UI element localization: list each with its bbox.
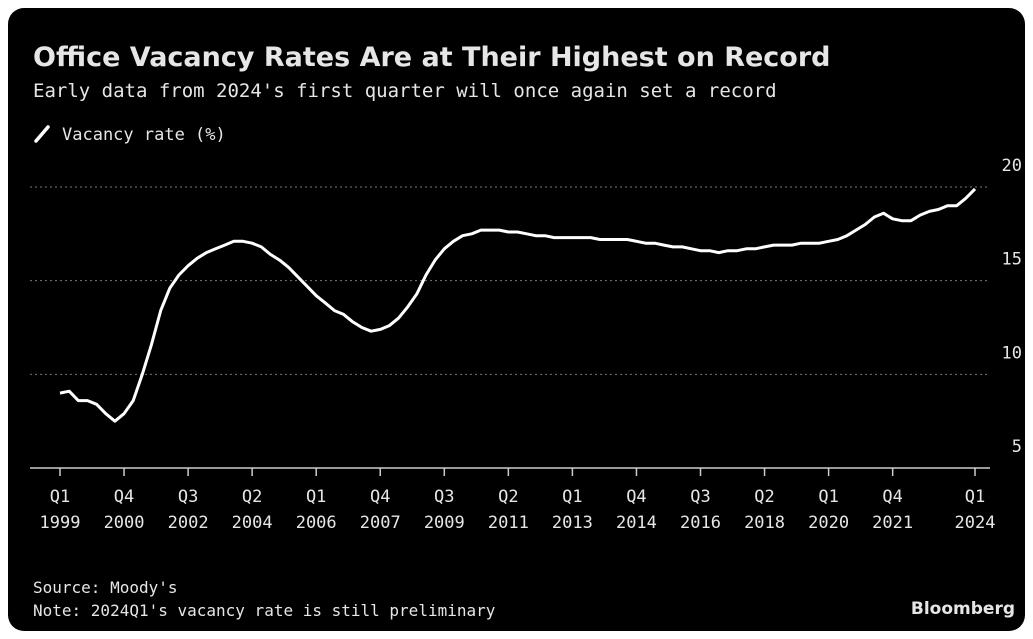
x-tick-label: Q4 2014 — [615, 487, 657, 533]
x-tick-label: Q1 2020 — [808, 487, 850, 533]
credit: Bloomberg — [911, 599, 1015, 619]
source: Source: Moody's — [33, 578, 178, 597]
data-line — [59, 187, 977, 423]
x-tick-label: Q1 2024 — [954, 487, 996, 533]
x-tick-label: Q1 2013 — [551, 487, 593, 533]
x-tick-label: Q4 2021 — [872, 487, 914, 533]
x-tick-label: Q4 2007 — [359, 487, 401, 533]
y-tick-label: 20 — [1002, 156, 1022, 176]
x-tick-label: Q1 1999 — [39, 487, 81, 533]
x-tick-label: Q3 2002 — [167, 487, 209, 533]
background — [8, 8, 1025, 631]
x-tick-label: Q2 2018 — [744, 487, 786, 533]
x-tick-label: Q4 2000 — [103, 487, 145, 533]
chart-subtitle: Early data from 2024's first quarter wil… — [33, 80, 777, 102]
x-tick-label: Q3 2009 — [423, 487, 465, 533]
x-tick-label: Q1 2006 — [295, 487, 337, 533]
x-tick-label: Q2 2004 — [231, 487, 273, 533]
x-tick-label: Q2 2011 — [487, 487, 529, 533]
y-tick-label: 15 — [1002, 250, 1022, 270]
y-tick-label: 5 — [1012, 437, 1022, 457]
chart-title: Office Vacancy Rates Are at Their Highes… — [33, 42, 831, 73]
note: Note: 2024Q1's vacancy rate is still pre… — [33, 601, 496, 620]
x-tick-label: Q3 2016 — [680, 487, 721, 533]
legend-swatch — [34, 125, 50, 143]
y-tick-label: 10 — [1002, 343, 1022, 363]
legend-label: Vacancy rate (%) — [62, 125, 226, 145]
